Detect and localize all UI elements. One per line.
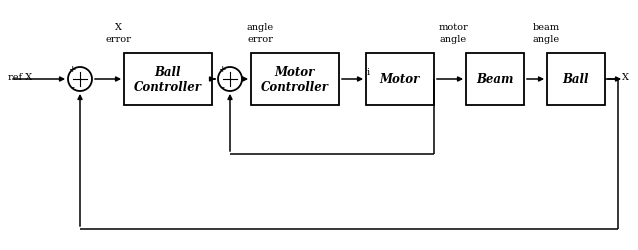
Text: angle: angle — [533, 35, 560, 44]
Text: beam: beam — [533, 24, 560, 32]
Text: Motor
Controller: Motor Controller — [261, 66, 329, 94]
Text: error: error — [247, 35, 273, 44]
Bar — [251, 54, 339, 106]
Text: Ball
Controller: Ball Controller — [134, 66, 202, 94]
Bar — [547, 54, 605, 106]
Text: angle: angle — [440, 35, 466, 44]
Text: error: error — [105, 35, 131, 44]
Text: -: - — [220, 82, 224, 92]
Text: Ball: Ball — [563, 73, 590, 86]
Text: motor: motor — [438, 24, 468, 32]
Text: Motor: Motor — [380, 73, 420, 86]
Text: -: - — [70, 82, 74, 92]
Text: X: X — [622, 73, 629, 82]
Bar — [466, 54, 524, 106]
Text: Beam: Beam — [477, 73, 514, 86]
Text: +: + — [218, 65, 226, 74]
Text: X: X — [114, 24, 121, 32]
Text: ref X: ref X — [8, 73, 33, 82]
Text: i: i — [366, 68, 369, 77]
Bar — [124, 54, 212, 106]
Text: +: + — [68, 65, 76, 74]
Text: angle: angle — [246, 24, 274, 32]
Bar — [366, 54, 434, 106]
